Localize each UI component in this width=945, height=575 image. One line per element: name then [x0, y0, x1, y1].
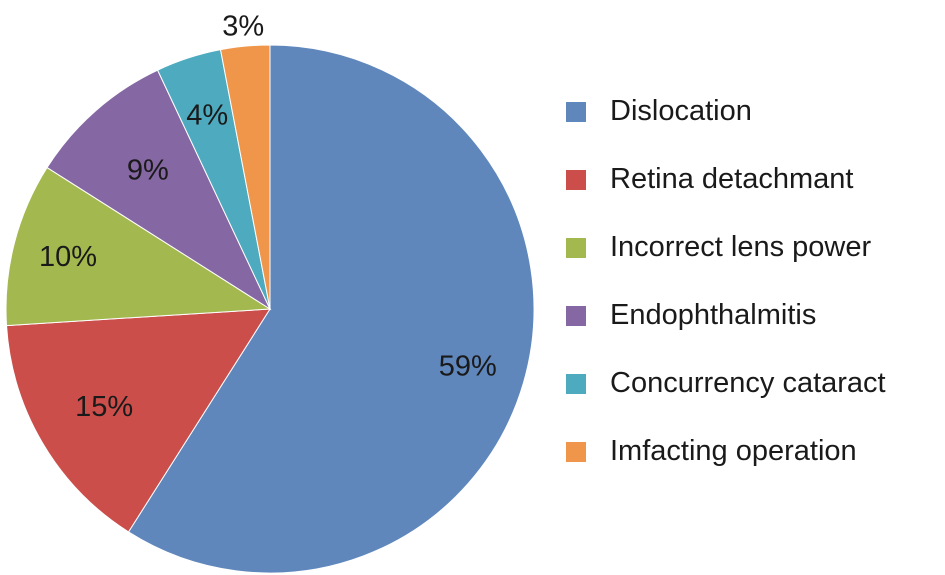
data-label-endophthalmitis: 9% [127, 154, 169, 186]
pie-slice-imfacting-operation [219, 44, 271, 310]
legend-swatch [566, 305, 586, 326]
legend-label: Incorrect lens power [610, 231, 872, 263]
legend-swatch [566, 373, 586, 394]
data-label-concurrency-cataract: 4% [186, 100, 228, 132]
pie-data-labels: 59% 15% 10% 9% 4% 3% [39, 10, 497, 423]
legend-label: Concurrency cataract [610, 367, 886, 399]
legend-label: Imfacting operation [610, 435, 857, 467]
legend-item-concurrency-cataract: Concurrency cataract [566, 363, 886, 404]
data-label-dislocation: 59% [439, 350, 497, 382]
pie-slice-dislocation [127, 44, 535, 574]
pie-slices [5, 44, 535, 574]
legend-swatch [566, 169, 586, 190]
legend-item-retina-detachmant: Retina detachmant [566, 159, 886, 200]
legend-item-imfacting-operation: Imfacting operation [566, 431, 886, 472]
legend: Dislocation Retina detachmant Incorrect le… [566, 91, 886, 499]
legend-item-endophthalmitis: Endophthalmitis [566, 295, 886, 336]
legend-swatch [566, 237, 586, 258]
legend-item-dislocation: Dislocation [566, 91, 886, 132]
legend-label: Endophthalmitis [610, 299, 817, 331]
legend-label: Dislocation [610, 95, 752, 127]
legend-label: Retina detachmant [610, 163, 854, 195]
data-label-incorrect-lens-power: 10% [39, 241, 97, 273]
legend-item-incorrect-lens-power: Incorrect lens power [566, 227, 886, 268]
data-label-imfacting-operation: 3% [222, 10, 264, 42]
pie-slice-retina-detachmant [5, 308, 271, 533]
pie-slice-incorrect-lens-power [5, 166, 272, 327]
pie-slice-endophthalmitis [46, 69, 272, 311]
data-label-retina-detachmant: 15% [75, 391, 133, 423]
legend-swatch [566, 441, 586, 462]
legend-swatch [566, 101, 586, 122]
